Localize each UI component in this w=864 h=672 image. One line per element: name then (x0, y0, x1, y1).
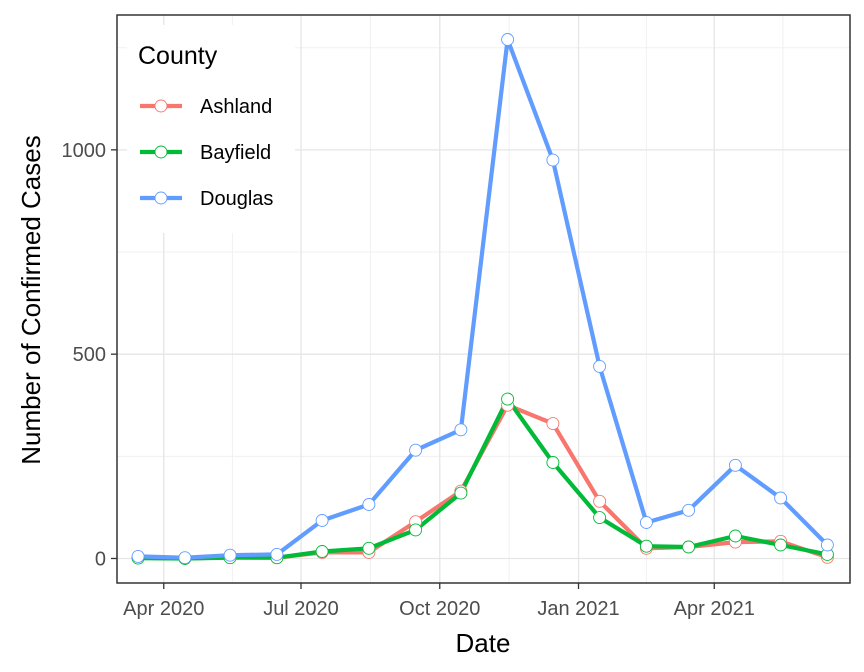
data-point-douglas (315, 514, 329, 527)
legend-item-ashland: Ashland (140, 96, 272, 118)
x-axis-title: Date (456, 628, 511, 658)
series-line-bayfield (138, 397, 828, 561)
data-point-douglas (409, 443, 423, 457)
legend: County Ashland Bayfield Douglas (127, 25, 295, 233)
x-tick-label: Jan 2021 (537, 598, 619, 620)
x-tick-label: Apr 2020 (123, 598, 204, 620)
series-lines (138, 37, 829, 561)
data-point-douglas (820, 538, 834, 552)
y-axis-title: Number of Confirmed Cases (16, 135, 46, 464)
data-point-ashland (593, 494, 607, 508)
data-point-bayfield (362, 541, 376, 555)
data-point-bayfield (315, 545, 329, 558)
data-point-bayfield (639, 539, 653, 553)
data-point-bayfield (546, 456, 560, 469)
data-point-bayfield (593, 511, 607, 525)
x-axis: Apr 2020 Jul 2020 Oct 2020 Jan 2021 Apr 2021 (123, 583, 755, 620)
data-point-bayfield (682, 540, 696, 554)
y-axis: 0 500 1000 (62, 140, 117, 570)
data-point-douglas (362, 498, 376, 511)
legend-item-douglas: Douglas (140, 188, 273, 210)
series-points (131, 33, 834, 565)
data-point-douglas (131, 549, 145, 563)
data-point-douglas (223, 548, 237, 562)
data-point-douglas (454, 423, 468, 437)
series-line-douglas (138, 37, 829, 560)
data-point-douglas (546, 153, 560, 167)
data-point-bayfield (728, 529, 742, 543)
y-tick-label: 1000 (62, 140, 107, 162)
data-point-bayfield (454, 486, 468, 500)
data-point-douglas (774, 491, 788, 505)
data-point-douglas (178, 551, 192, 565)
legend-key-point (154, 191, 168, 205)
data-point-douglas (728, 458, 742, 472)
data-point-douglas (593, 359, 607, 373)
legend-title: County (138, 42, 218, 70)
legend-items: Ashland Bayfield Douglas (140, 96, 273, 210)
data-point-douglas (270, 547, 284, 561)
legend-key-point (154, 99, 168, 113)
y-tick-label: 0 (95, 548, 106, 570)
legend-key-point (154, 145, 168, 159)
data-point-bayfield (409, 523, 423, 537)
y-tick-label: 500 (73, 344, 106, 366)
x-tick-label: Apr 2021 (674, 598, 755, 620)
panel-border (116, 14, 851, 584)
legend-item-bayfield: Bayfield (140, 142, 271, 164)
legend-label: Ashland (200, 96, 272, 118)
data-point-douglas (501, 33, 515, 46)
data-point-bayfield (774, 538, 788, 552)
data-point-ashland (546, 417, 560, 431)
legend-label: Bayfield (200, 142, 271, 164)
data-point-douglas (682, 503, 696, 517)
x-tick-label: Jul 2020 (263, 598, 339, 620)
data-point-douglas (639, 516, 653, 529)
legend-label: Douglas (200, 188, 273, 210)
data-point-bayfield (501, 392, 515, 406)
x-tick-label: Oct 2020 (399, 598, 480, 620)
